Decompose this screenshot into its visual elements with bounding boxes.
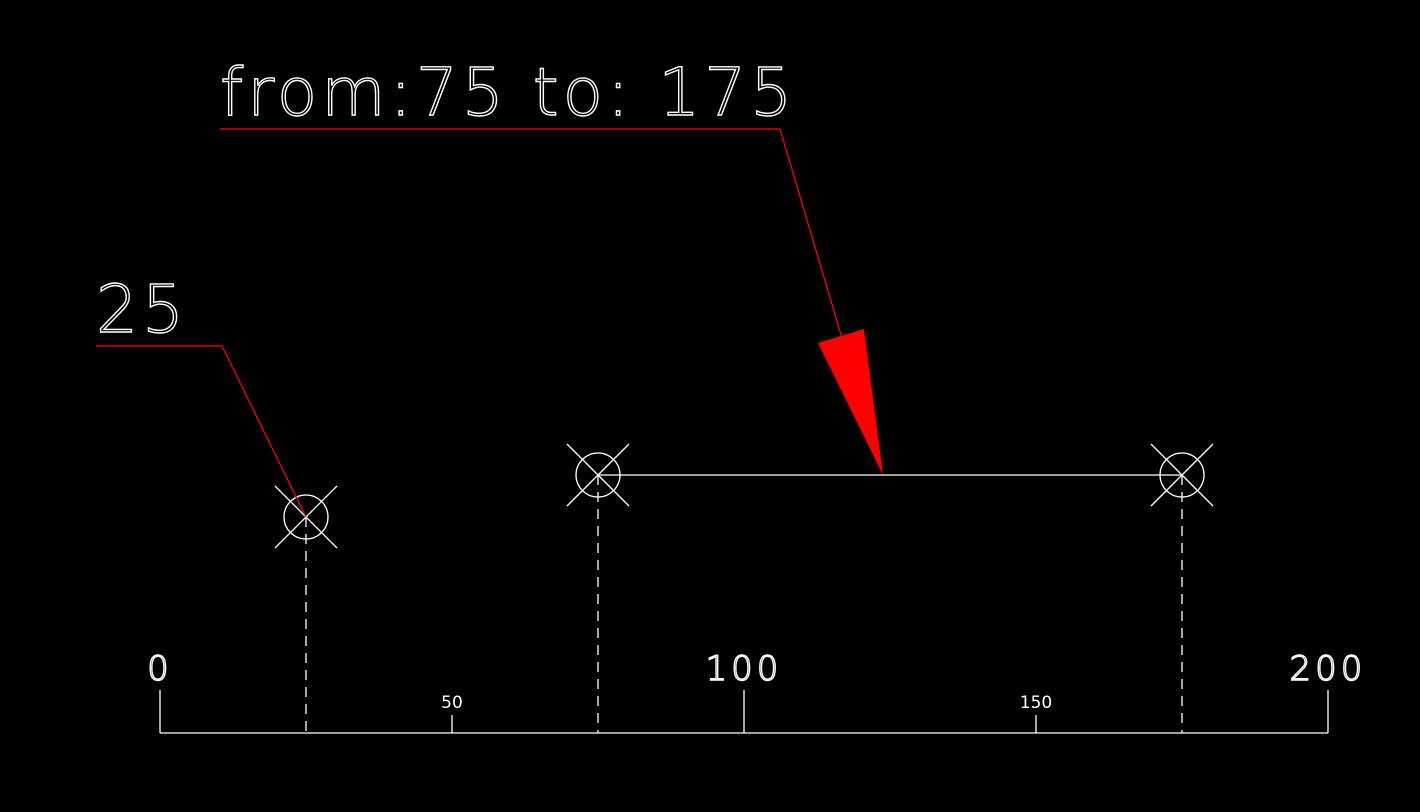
marker-circle (1159, 452, 1205, 498)
markers (274, 443, 1214, 733)
marker-range-start-75 (566, 443, 630, 733)
range-leader-arrowhead (818, 329, 883, 475)
minor-tick-label: 50 (441, 693, 463, 713)
range-annotation-label: from:75 to: 175 (220, 54, 796, 131)
point-leader-line (96, 345, 307, 518)
marker-circle (283, 494, 329, 540)
marker-circle (575, 452, 621, 498)
marker-cross (566, 443, 630, 507)
point-annotation-label: 25 (96, 271, 188, 348)
major-tick-label: 0 (147, 649, 173, 689)
major-tick-label: 100 (706, 649, 783, 689)
axis-ticks: 0 100 200 50 150 (146, 648, 1367, 733)
marker-point-25 (274, 485, 338, 733)
major-tick-label: 200 (1290, 649, 1367, 689)
marker-cross (1150, 443, 1214, 507)
range-leader-line (220, 128, 843, 339)
minor-tick-label: 150 (1020, 693, 1052, 713)
marker-range-end-175 (1150, 443, 1214, 733)
